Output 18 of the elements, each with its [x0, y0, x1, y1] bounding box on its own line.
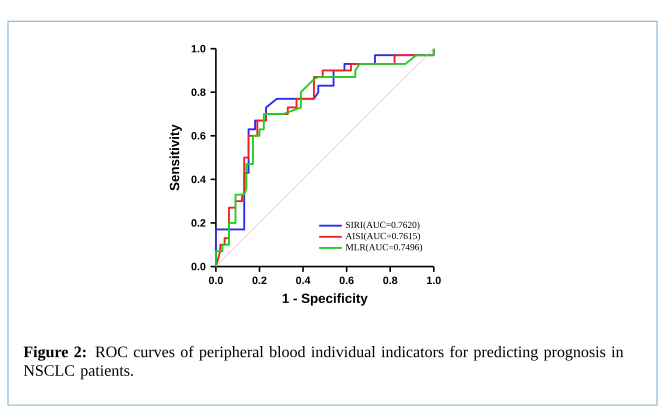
legend-label: AISI(AUC=0.7615): [346, 232, 420, 241]
x-tick-label: 0.6: [340, 276, 354, 284]
y-tick-label: 1.0: [192, 44, 206, 52]
legend-label: SIRI(AUC=0.7620): [346, 221, 420, 230]
legend-label: MLR(AUC=0.7496): [346, 244, 422, 252]
y-tick-label: 0.4: [191, 175, 206, 183]
x-tick-label: 0.4: [296, 276, 310, 284]
y-tick-label: 0.8: [191, 88, 206, 96]
x-tick-label: 0.2: [252, 276, 266, 284]
y-axis-title: Sensitivity: [169, 124, 182, 190]
x-tick-label: 0.8: [383, 276, 398, 284]
text: Figure 2: ROC curves of peripheral blood individual indicators for predicting prognosis in NSCLC patients.: [24, 346, 624, 379]
x-tick-label: 0.0: [208, 276, 223, 284]
x-axis-title: 1 - Specificity: [282, 293, 368, 306]
y-tick-label: 0.0: [191, 262, 206, 270]
x-tick-label: 1.0: [427, 276, 441, 284]
y-tick-label: 0.6: [191, 132, 206, 140]
y-tick-label: 0.2: [191, 218, 206, 227]
